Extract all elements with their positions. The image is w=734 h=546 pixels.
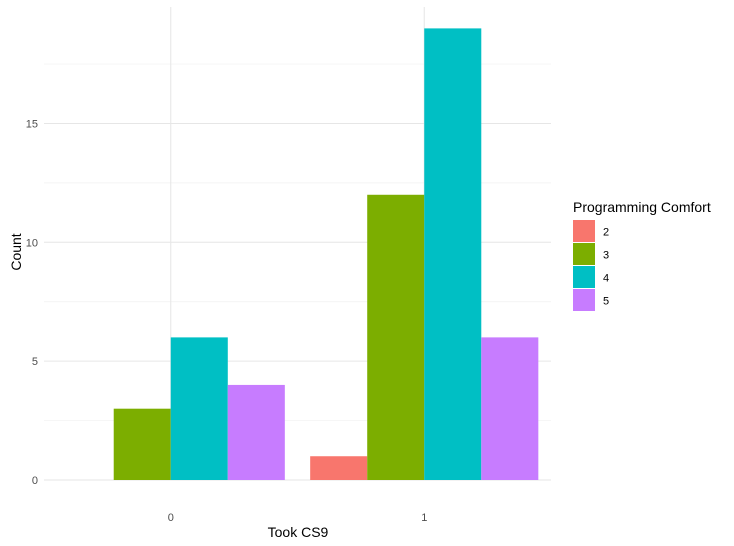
y-axis-title: Count <box>8 233 24 270</box>
legend-key-2 <box>573 220 595 242</box>
legend-label-5: 5 <box>603 296 609 308</box>
legend-key-3 <box>573 243 595 265</box>
x-tick-label: 1 <box>421 512 427 524</box>
y-tick-label: 15 <box>26 118 38 130</box>
y-tick-label: 5 <box>32 356 38 368</box>
bar-0-comfort-4 <box>170 337 228 480</box>
legend-key-4 <box>573 266 595 288</box>
bar-0-comfort-5 <box>227 384 285 480</box>
legend: Programming Comfort 2 3 4 5 <box>573 199 711 311</box>
bar-1-comfort-5 <box>481 337 539 480</box>
legend-key-5 <box>573 289 595 311</box>
x-axis-title: Took CS9 <box>268 524 329 540</box>
bar-1-comfort-3 <box>367 194 425 480</box>
bar-0-comfort-3 <box>113 408 171 480</box>
legend-label-3: 3 <box>603 250 609 262</box>
legend-label-2: 2 <box>603 227 609 239</box>
legend-label-4: 4 <box>603 273 609 285</box>
y-tick-label: 0 <box>32 475 38 487</box>
y-tick-label: 10 <box>26 237 38 249</box>
x-tick-label: 0 <box>168 512 174 524</box>
bar-1-comfort-4 <box>424 28 482 480</box>
bars <box>113 28 539 480</box>
bar-1-comfort-2 <box>310 456 368 480</box>
y-axis-ticks: 0 5 10 15 <box>26 118 38 487</box>
legend-title: Programming Comfort <box>573 199 711 215</box>
